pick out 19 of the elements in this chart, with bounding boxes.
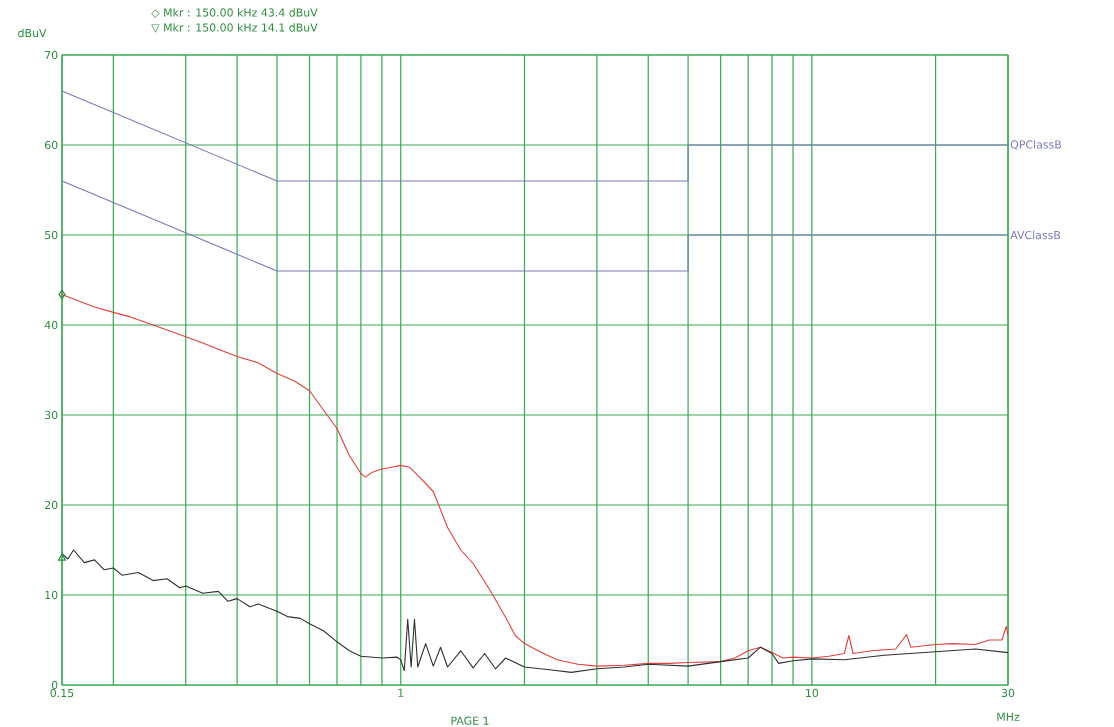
y-tick-label: 60: [44, 140, 58, 150]
y-tick-label: 40: [44, 320, 58, 330]
text: PAGE 1: [451, 716, 489, 725]
text: ▽ Mkr : 150.00 kHz 14.1 dBuV: [151, 23, 318, 33]
y-tick-label: 0: [51, 680, 58, 690]
text: ◇ Mkr : 150.00 kHz 43.4 dBuV: [151, 8, 318, 18]
x-axis-title: MHz: [997, 712, 1020, 721]
y-tick-label: 20: [45, 500, 58, 510]
y-tick-label: 70: [45, 50, 58, 60]
series-label: QPClassB: [1010, 140, 1061, 150]
y-axis-title: dBuV: [18, 28, 47, 38]
x-tick-label: 10: [806, 688, 819, 698]
x-tick-label: 30: [1001, 688, 1015, 698]
x-tick-label: 1: [398, 688, 404, 697]
x-tick-label: 0.15: [50, 688, 74, 698]
series-label: AVClassB: [1010, 230, 1061, 240]
y-tick-label: 10: [45, 590, 58, 600]
y-tick-label: 30: [45, 410, 58, 420]
y-tick-label: 50: [45, 230, 58, 240]
